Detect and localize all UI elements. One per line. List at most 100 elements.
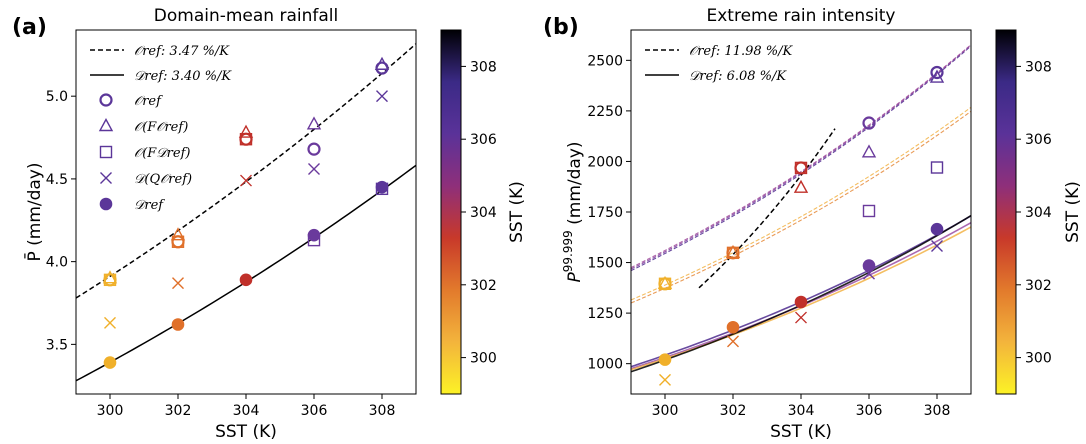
legend-marker	[99, 93, 113, 107]
legend-label: 𝒪(F𝒪ref)	[134, 120, 188, 135]
colorbar-tick-label: 300	[470, 351, 497, 367]
y-axis-label: P99.999 (mm/day)	[561, 141, 585, 282]
y-tick-label: 2250	[587, 104, 623, 120]
legend-label: 𝒟ref: 3.40 %/K	[134, 69, 232, 84]
data-point	[306, 116, 322, 130]
data-point	[658, 277, 672, 290]
data-point	[308, 162, 320, 175]
x-tick-label: 308	[369, 403, 396, 419]
colorbar-a: 300 302 304 306 308 SST (K)	[440, 29, 527, 395]
y-tick-label: 5.0	[46, 89, 68, 105]
data-point	[238, 124, 254, 138]
colorbar-b: 300 302 304 306 308 SST (K)	[995, 29, 1083, 395]
data-point	[726, 246, 740, 260]
x-tick-label: 304	[233, 403, 260, 419]
data-point	[726, 320, 740, 334]
chart-panel-a: 300 302 304 306 308 3.5 4.0 4.5 5.0 SST (K) P̄ (mm…	[23, 29, 417, 442]
panel-label-a: (a)	[12, 15, 47, 40]
x-tick-label: 306	[301, 403, 328, 419]
legend-marker	[99, 197, 113, 211]
data-point	[727, 335, 739, 348]
x-tick-label: 308	[924, 403, 951, 419]
data-point	[794, 161, 808, 175]
data-point	[861, 144, 877, 158]
legend-label: 𝒪ref: 3.47 %/K	[134, 44, 230, 59]
colorbar-label: SST (K)	[507, 181, 527, 243]
x-tick-label: 300	[652, 403, 679, 419]
x-axis-label: SST (K)	[215, 422, 277, 442]
legend: 𝒪ref: 11.98 %/K 𝒟ref: 6.08 %/K	[645, 44, 794, 84]
fit-line	[698, 128, 836, 289]
data-point	[930, 161, 944, 174]
y-tick-label: 4.5	[46, 172, 68, 188]
data-point	[794, 295, 808, 309]
y-tick-label: 3.5	[46, 337, 68, 353]
fit-line	[76, 43, 416, 299]
data-point	[862, 259, 876, 272]
chart-panel-b: 300 302 304 306 308 1000 1250 1500 1750 2000 2250 2…	[561, 29, 972, 442]
plot-area	[631, 44, 971, 386]
data-point	[103, 273, 117, 287]
colorbar-tick-label: 302	[1025, 278, 1052, 294]
data-point	[239, 132, 253, 146]
data-point	[170, 227, 186, 241]
legend-label: 𝒟ref: 6.08 %/K	[689, 69, 787, 84]
y-tick-label: 4.0	[46, 255, 68, 271]
data-point	[657, 275, 673, 289]
y-tick-label: 1000	[587, 357, 623, 373]
legend-marker	[98, 118, 114, 132]
colorbar-gradient	[440, 29, 462, 395]
fit-line	[631, 106, 971, 301]
legend-marker	[100, 172, 112, 184]
x-tick-label: 306	[856, 403, 883, 419]
axes-frame	[630, 29, 972, 395]
fit-line	[631, 44, 971, 270]
data-point	[103, 356, 117, 369]
legend-label: 𝒪ref	[134, 94, 163, 109]
x-tick-label: 300	[97, 403, 124, 419]
y-tick-label: 1250	[587, 306, 623, 322]
y-tick-label: 1750	[587, 205, 623, 221]
data-point	[171, 235, 185, 249]
y-tick-label: 2500	[587, 53, 623, 69]
data-point	[725, 244, 741, 259]
data-point	[862, 204, 876, 218]
data-point	[795, 311, 807, 324]
data-point	[307, 142, 321, 156]
fit-line	[631, 44, 971, 269]
data-point	[240, 174, 252, 187]
legend-label: 𝒟(Q𝒪ref)	[134, 172, 192, 187]
colorbar-tick-label: 306	[470, 132, 497, 148]
data-point	[104, 316, 116, 329]
x-tick-label: 304	[788, 403, 815, 419]
y-axis-label: P̄ (mm/day)	[23, 162, 45, 261]
legend-marker	[99, 145, 113, 159]
x-tick-label: 302	[165, 403, 192, 419]
x-axis-label: SST (K)	[770, 422, 832, 442]
legend-label: 𝒪(F𝒟ref)	[134, 146, 190, 161]
legend-label: 𝒪ref: 11.98 %/K	[689, 44, 794, 59]
legend: 𝒪ref: 3.47 %/K 𝒟ref: 3.40 %/K 𝒪ref 𝒪(F𝒪ref)…	[90, 44, 232, 213]
colorbar-tick-label: 308	[470, 59, 497, 75]
x-tick-label: 302	[720, 403, 747, 419]
data-point	[239, 132, 253, 146]
chart-title-b: Extreme rain intensity	[707, 6, 896, 26]
colorbar-tick-label: 300	[1025, 351, 1052, 367]
data-point	[862, 116, 876, 130]
y-tick-label: 1500	[587, 256, 623, 272]
data-point	[929, 69, 945, 83]
colorbar-label: SST (K)	[1063, 181, 1083, 243]
data-point	[931, 239, 943, 252]
fit-line	[631, 45, 971, 272]
data-point	[375, 180, 389, 194]
colorbar-gradient	[995, 29, 1017, 395]
data-point	[659, 373, 671, 386]
axes-frame	[75, 29, 417, 395]
data-point	[658, 353, 672, 366]
data-point	[172, 277, 184, 290]
colorbar-tick-label: 306	[1025, 132, 1052, 148]
data-point	[171, 235, 185, 248]
data-point	[930, 65, 944, 80]
data-point	[102, 270, 118, 284]
